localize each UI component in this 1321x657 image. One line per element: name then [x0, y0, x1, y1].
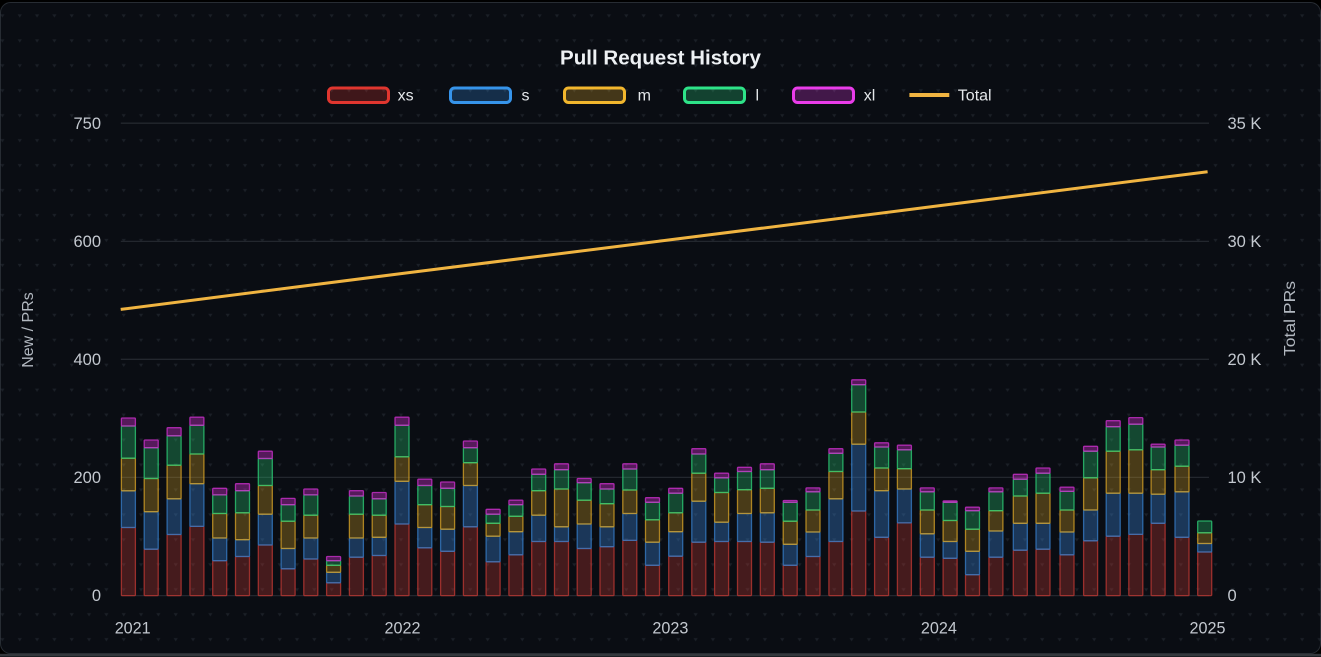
svg-text:2023: 2023 [652, 620, 688, 638]
svg-text:l: l [756, 88, 760, 105]
svg-text:Total PRs: Total PRs [1282, 281, 1299, 356]
svg-text:s: s [522, 88, 530, 105]
svg-text:400: 400 [73, 351, 101, 369]
svg-text:0: 0 [92, 587, 101, 605]
svg-text:2024: 2024 [921, 620, 957, 638]
svg-text:Pull Request History: Pull Request History [560, 47, 762, 70]
svg-text:2021: 2021 [115, 620, 151, 638]
svg-text:35 K: 35 K [1228, 115, 1262, 133]
svg-text:2025: 2025 [1190, 620, 1226, 638]
svg-text:Total: Total [958, 88, 992, 105]
svg-text:30 K: 30 K [1228, 233, 1262, 251]
svg-text:750: 750 [73, 115, 101, 133]
svg-text:xs: xs [398, 88, 414, 105]
svg-text:0: 0 [1228, 587, 1237, 605]
svg-text:New / PRs: New / PRs [20, 292, 37, 368]
svg-text:20 K: 20 K [1228, 351, 1262, 369]
svg-text:m: m [638, 88, 651, 105]
svg-text:200: 200 [73, 469, 101, 487]
svg-text:10 K: 10 K [1228, 469, 1262, 487]
svg-text:600: 600 [73, 233, 101, 251]
svg-text:2022: 2022 [385, 620, 421, 638]
svg-text:xl: xl [864, 88, 876, 105]
